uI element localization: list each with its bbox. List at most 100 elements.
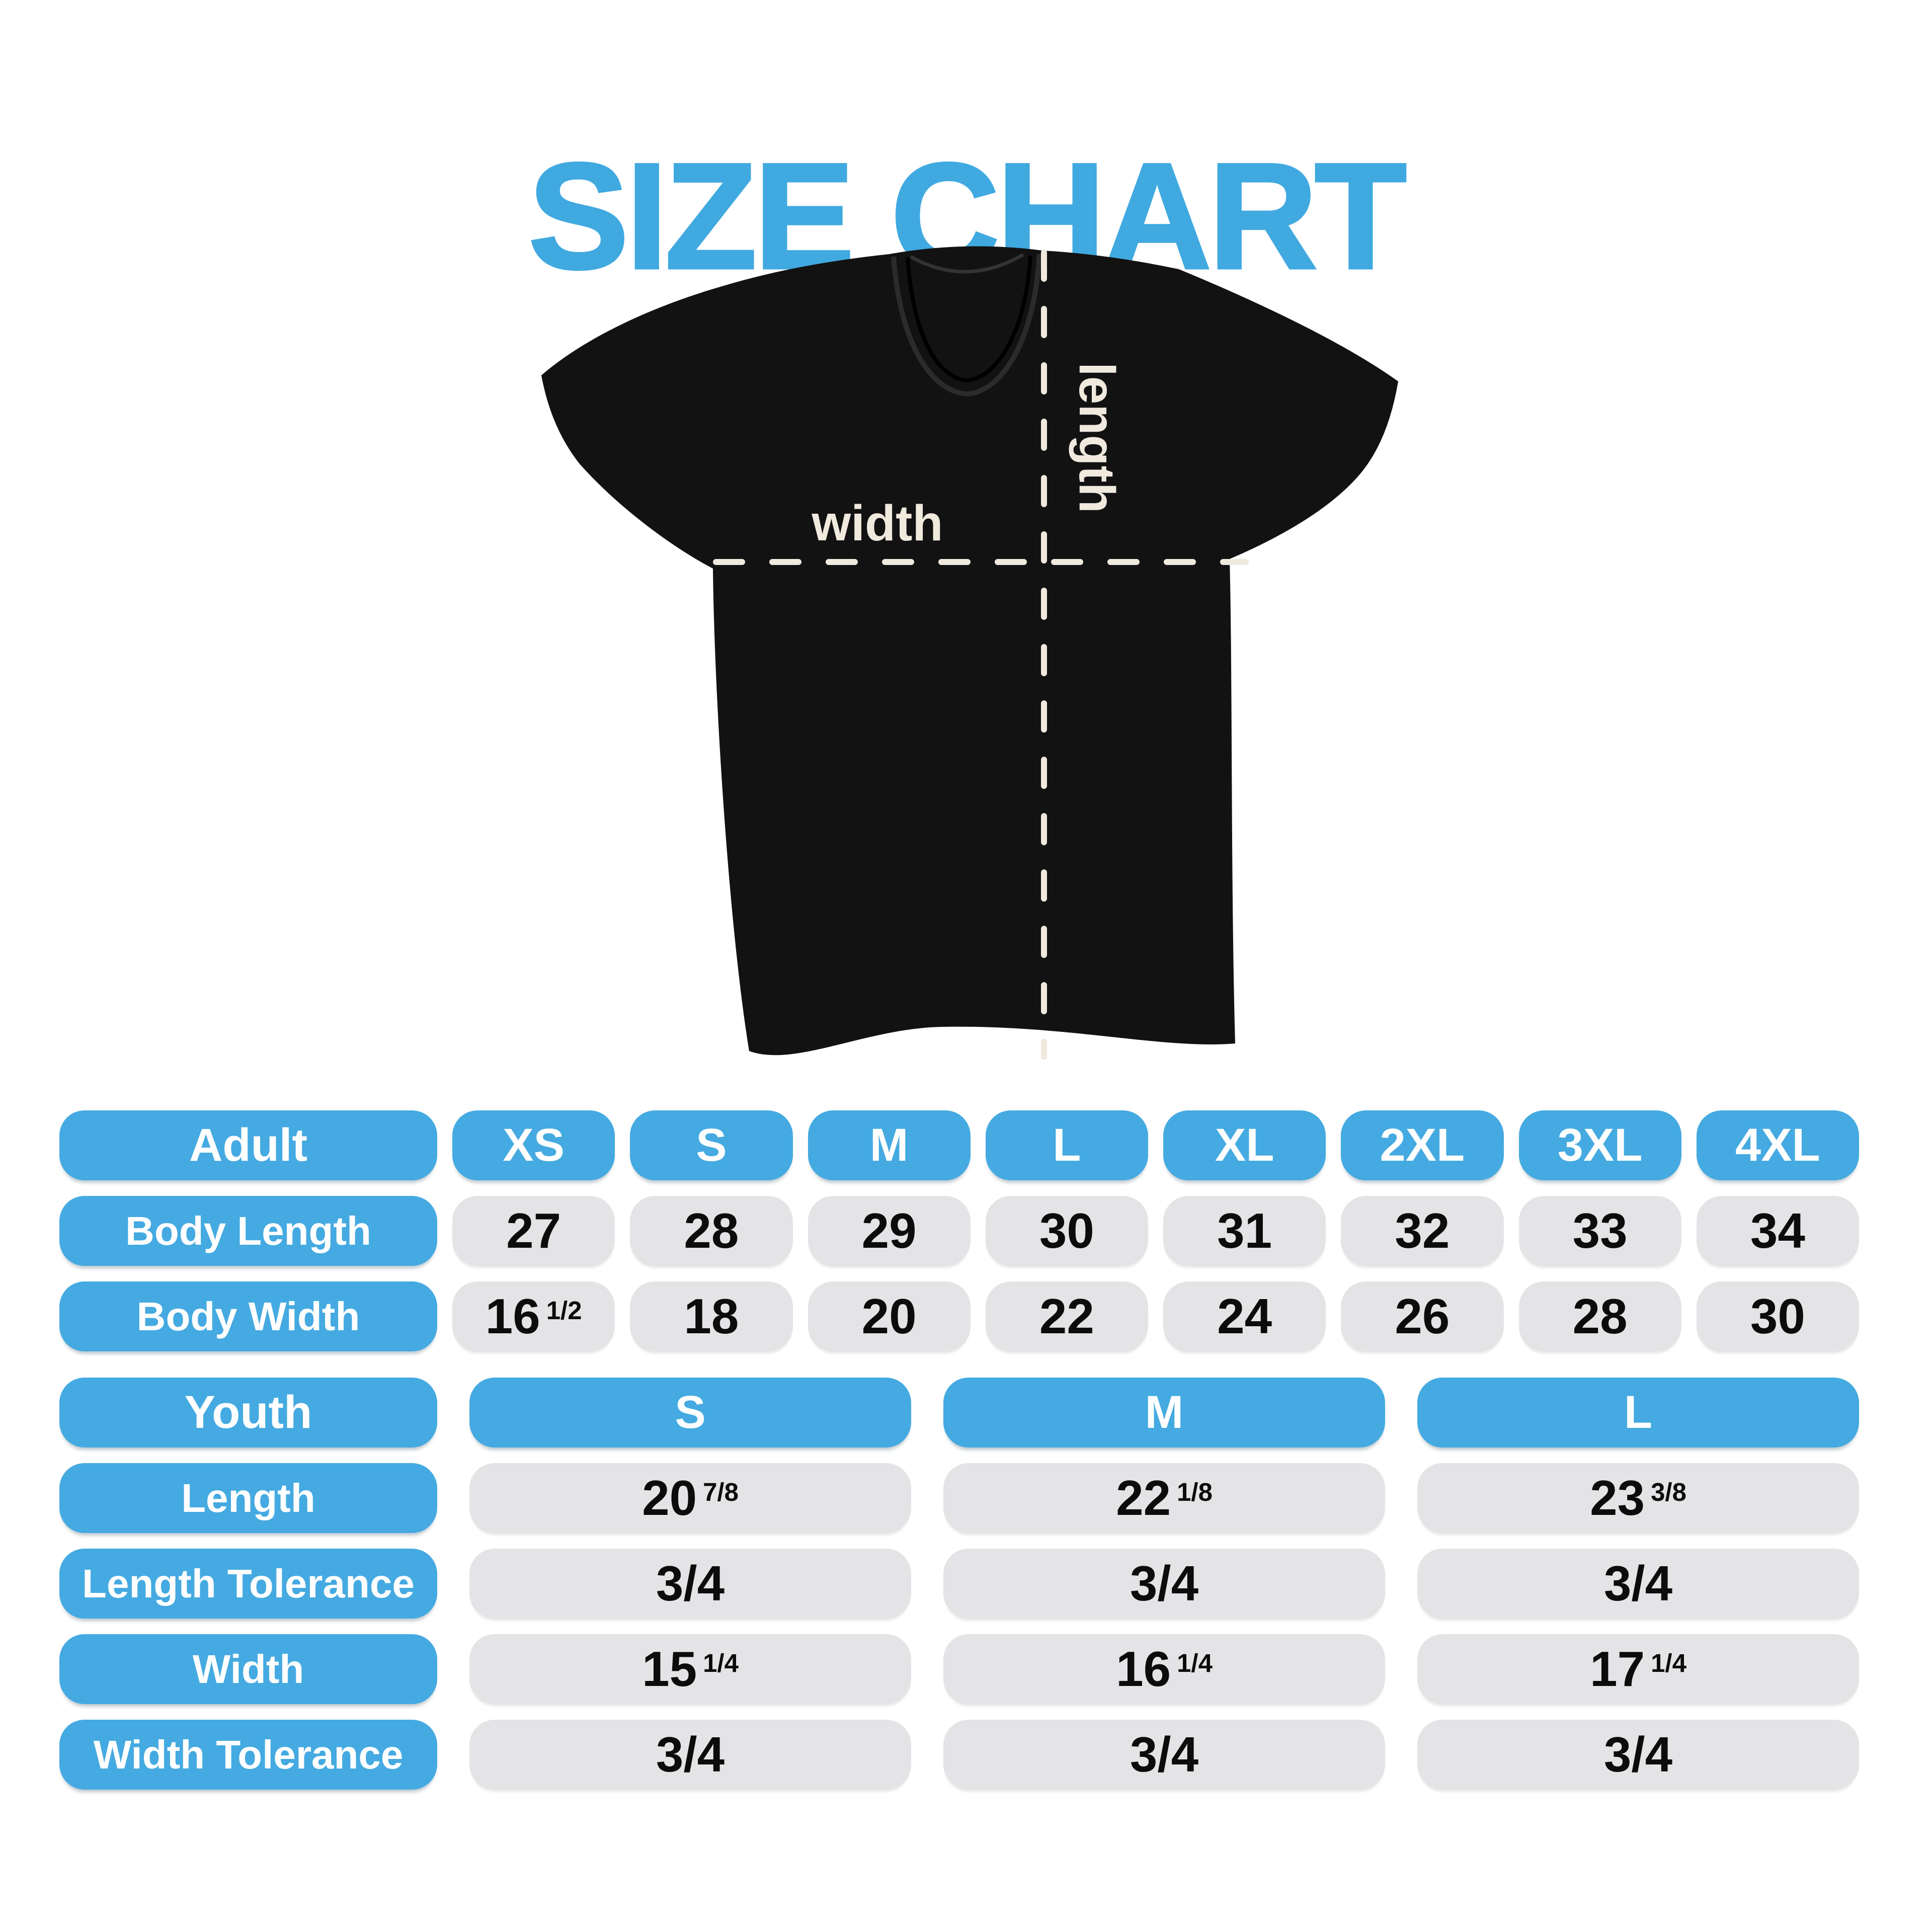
value-cell: 23 3/8: [1417, 1463, 1859, 1533]
size-header-text: M: [1145, 1387, 1184, 1438]
size-tables: Adult XS S M L XL 2XL 3XL 4XL Body Length 27 28 29 30…: [59, 1110, 1859, 1805]
value-cell: 15 1/4: [469, 1634, 911, 1704]
size-header-text: L: [1053, 1119, 1081, 1171]
value-fraction: 1/4: [1651, 1648, 1686, 1677]
table-corner-label: Adult: [59, 1110, 437, 1180]
value-fraction: 1/4: [703, 1648, 739, 1677]
row-label-pill: Body Length: [59, 1196, 437, 1266]
length-label: length: [1069, 362, 1125, 513]
value-cell: 18: [630, 1281, 793, 1351]
value-cell: 32: [1341, 1196, 1504, 1266]
value-main: 30: [1039, 1203, 1094, 1258]
value-fraction: 1/4: [1177, 1648, 1213, 1677]
value-fraction: 3/8: [1651, 1477, 1686, 1506]
width-label: width: [811, 495, 943, 551]
value-cell: 3/4: [1417, 1720, 1859, 1790]
value-cell: 33: [1518, 1196, 1681, 1266]
row-label-pill: Length Tolerance: [59, 1549, 437, 1619]
value-main: 3/4: [1130, 1556, 1199, 1611]
value-cell: 20: [808, 1281, 971, 1351]
value-main: 26: [1395, 1289, 1450, 1344]
value-cell: 28: [630, 1196, 793, 1266]
value-main: 28: [1572, 1289, 1628, 1344]
size-header-text: 3XL: [1557, 1119, 1643, 1171]
size-header-pill: L: [985, 1110, 1148, 1180]
size-header-pill: S: [469, 1378, 911, 1447]
table-row: Body Length 27 28 29 30 31 32 33 34: [59, 1196, 1859, 1266]
value-cell: 20 7/8: [469, 1463, 911, 1533]
value-cell: 29: [808, 1196, 971, 1266]
table-header-row: Youth S M L: [59, 1378, 1859, 1447]
value-main: 16: [1116, 1641, 1171, 1697]
value-cell: 3/4: [469, 1720, 911, 1790]
value-cell: 30: [1696, 1281, 1859, 1351]
value-cell: 34: [1696, 1196, 1859, 1266]
size-header-pill: 4XL: [1696, 1110, 1859, 1180]
value-main: 22: [1116, 1470, 1171, 1525]
value-main: 27: [506, 1203, 561, 1258]
size-header-text: L: [1624, 1387, 1653, 1438]
value-cell: 3/4: [1417, 1549, 1859, 1619]
table-row: Width Tolerance 3/4 3/4 3/4: [59, 1720, 1859, 1790]
tshirt-measurement-diagram: width length: [513, 226, 1434, 1072]
size-header-pill: S: [630, 1110, 793, 1180]
size-header-pill: 2XL: [1341, 1110, 1504, 1180]
value-main: 20: [642, 1470, 697, 1525]
value-main: 16: [485, 1289, 540, 1344]
size-header-text: XL: [1215, 1119, 1274, 1171]
row-label-pill: Width: [59, 1634, 437, 1704]
value-main: 3/4: [1130, 1727, 1199, 1782]
row-label-text: Width Tolerance: [93, 1732, 404, 1777]
adult-size-table: Adult XS S M L XL 2XL 3XL 4XL Body Length 27 28 29 30…: [59, 1110, 1859, 1351]
row-label-text: Length: [181, 1475, 315, 1520]
value-cell: 27: [452, 1196, 615, 1266]
tshirt-diagram-svg: width length: [541, 246, 1398, 1060]
value-main: 3/4: [656, 1556, 725, 1611]
value-cell: 31: [1163, 1196, 1326, 1266]
value-cell: 17 1/4: [1417, 1634, 1859, 1704]
row-label-pill: Body Width: [59, 1281, 437, 1351]
value-main: 15: [642, 1641, 697, 1697]
value-cell: 16 1/2: [452, 1281, 615, 1351]
value-fraction: 1/2: [546, 1296, 582, 1325]
table-row: Body Width 16 1/2 18 20 22 24 26 28 30: [59, 1281, 1859, 1351]
value-main: 30: [1750, 1289, 1805, 1344]
value-main: 31: [1217, 1203, 1272, 1258]
value-main: 24: [1217, 1289, 1272, 1344]
tshirt-back-collar: [910, 253, 1024, 274]
value-cell: 28: [1518, 1281, 1681, 1351]
value-main: 17: [1590, 1641, 1645, 1697]
row-label-text: Body Length: [125, 1208, 371, 1253]
row-label-pill: Length: [59, 1463, 437, 1533]
tshirt-body: [541, 246, 1398, 1056]
size-header-pill: XS: [452, 1110, 615, 1180]
size-header-pill: 3XL: [1518, 1110, 1681, 1180]
youth-size-table: Youth S M L Length 20 7/8 22 1/8 23 3/8 Length Tole…: [59, 1378, 1859, 1790]
value-cell: 16 1/4: [943, 1634, 1385, 1704]
value-main: 34: [1750, 1203, 1805, 1258]
table-row: Width 15 1/4 16 1/4 17 1/4: [59, 1634, 1859, 1704]
value-main: 28: [684, 1203, 739, 1258]
row-label-pill: Width Tolerance: [59, 1720, 437, 1790]
value-cell: 3/4: [943, 1720, 1385, 1790]
value-main: 3/4: [656, 1727, 725, 1782]
value-cell: 22 1/8: [943, 1463, 1385, 1533]
size-header-pill: M: [808, 1110, 971, 1180]
value-main: 3/4: [1603, 1556, 1673, 1611]
value-main: 23: [1590, 1470, 1645, 1525]
value-cell: 3/4: [469, 1549, 911, 1619]
size-header-text: S: [675, 1387, 706, 1438]
size-header-text: S: [696, 1119, 727, 1171]
table-corner-label-text: Youth: [184, 1387, 312, 1438]
value-main: 22: [1039, 1289, 1094, 1344]
value-cell: 3/4: [943, 1549, 1385, 1619]
size-header-text: 2XL: [1380, 1119, 1465, 1171]
size-header-text: XS: [503, 1119, 565, 1171]
value-fraction: 7/8: [703, 1477, 739, 1506]
size-header-pill: XL: [1163, 1110, 1326, 1180]
value-main: 3/4: [1603, 1727, 1673, 1782]
table-row: Length 20 7/8 22 1/8 23 3/8: [59, 1463, 1859, 1533]
value-fraction: 1/8: [1177, 1477, 1213, 1506]
table-corner-label-text: Adult: [189, 1119, 308, 1171]
